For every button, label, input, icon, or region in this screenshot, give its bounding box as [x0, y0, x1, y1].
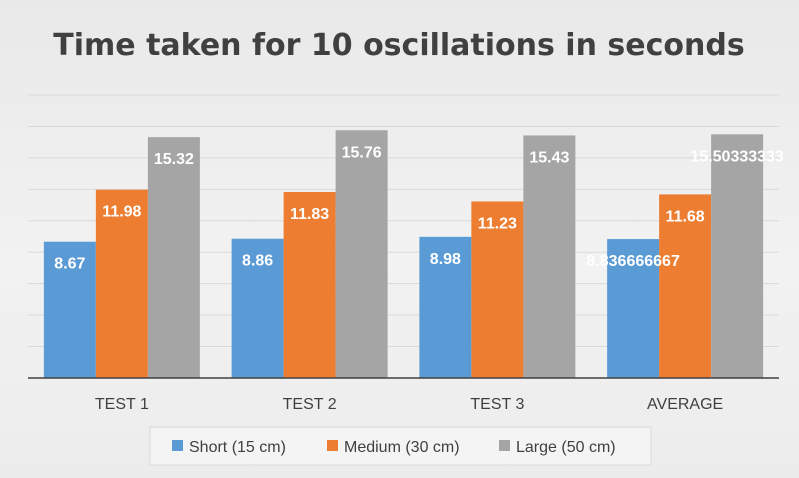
legend-entry: Large (50 cm)	[516, 439, 616, 456]
x-tick-label: TEST 3	[470, 396, 524, 413]
data-label: 11.68	[666, 208, 705, 225]
bar	[95, 189, 148, 378]
bar	[607, 239, 660, 378]
bar	[711, 134, 764, 378]
bar	[419, 236, 472, 378]
data-label: 11.83	[290, 206, 329, 223]
bar	[43, 241, 96, 378]
x-tick-label: TEST 2	[283, 396, 337, 413]
bar	[335, 130, 388, 378]
legend: Short (15 cm) Medium (30 cm) Large (50 cm)	[149, 426, 652, 466]
bar	[659, 194, 712, 378]
bar	[147, 137, 200, 378]
legend-entry: Medium (30 cm)	[344, 439, 460, 456]
chart-title: Time taken for 10 oscillations in second…	[53, 28, 744, 63]
data-label: 15.43	[529, 149, 569, 166]
bar	[471, 201, 524, 378]
bar	[523, 135, 576, 378]
legend-entry: Short (15 cm)	[189, 439, 286, 456]
x-tick-label: TEST 1	[95, 396, 149, 413]
x-tick-label: AVERAGE	[647, 396, 723, 413]
bars	[43, 130, 764, 378]
bar	[231, 238, 284, 378]
bar	[283, 192, 336, 378]
data-label: 8.836666667	[586, 253, 680, 270]
data-label: 15.76	[342, 144, 382, 161]
data-label: 15.32	[154, 151, 194, 168]
data-label: 15.50333333	[690, 148, 784, 165]
data-label: 8.86	[242, 253, 273, 270]
legend-swatch	[172, 440, 183, 451]
legend-swatch	[499, 440, 510, 451]
data-label: 8.98	[430, 251, 461, 268]
x-axis-tick-labels: TEST 1 TEST 2 TEST 3 AVERAGE	[95, 396, 723, 413]
data-labels: 8.67 11.98 15.32 8.86 11.83 15.76 8.98 11.23 15.…	[54, 144, 784, 272]
legend-swatch	[327, 440, 338, 451]
data-label: 8.67	[54, 256, 85, 273]
legend-box	[149, 426, 652, 466]
data-label: 11.23	[478, 215, 517, 232]
data-label: 11.98	[102, 204, 141, 221]
